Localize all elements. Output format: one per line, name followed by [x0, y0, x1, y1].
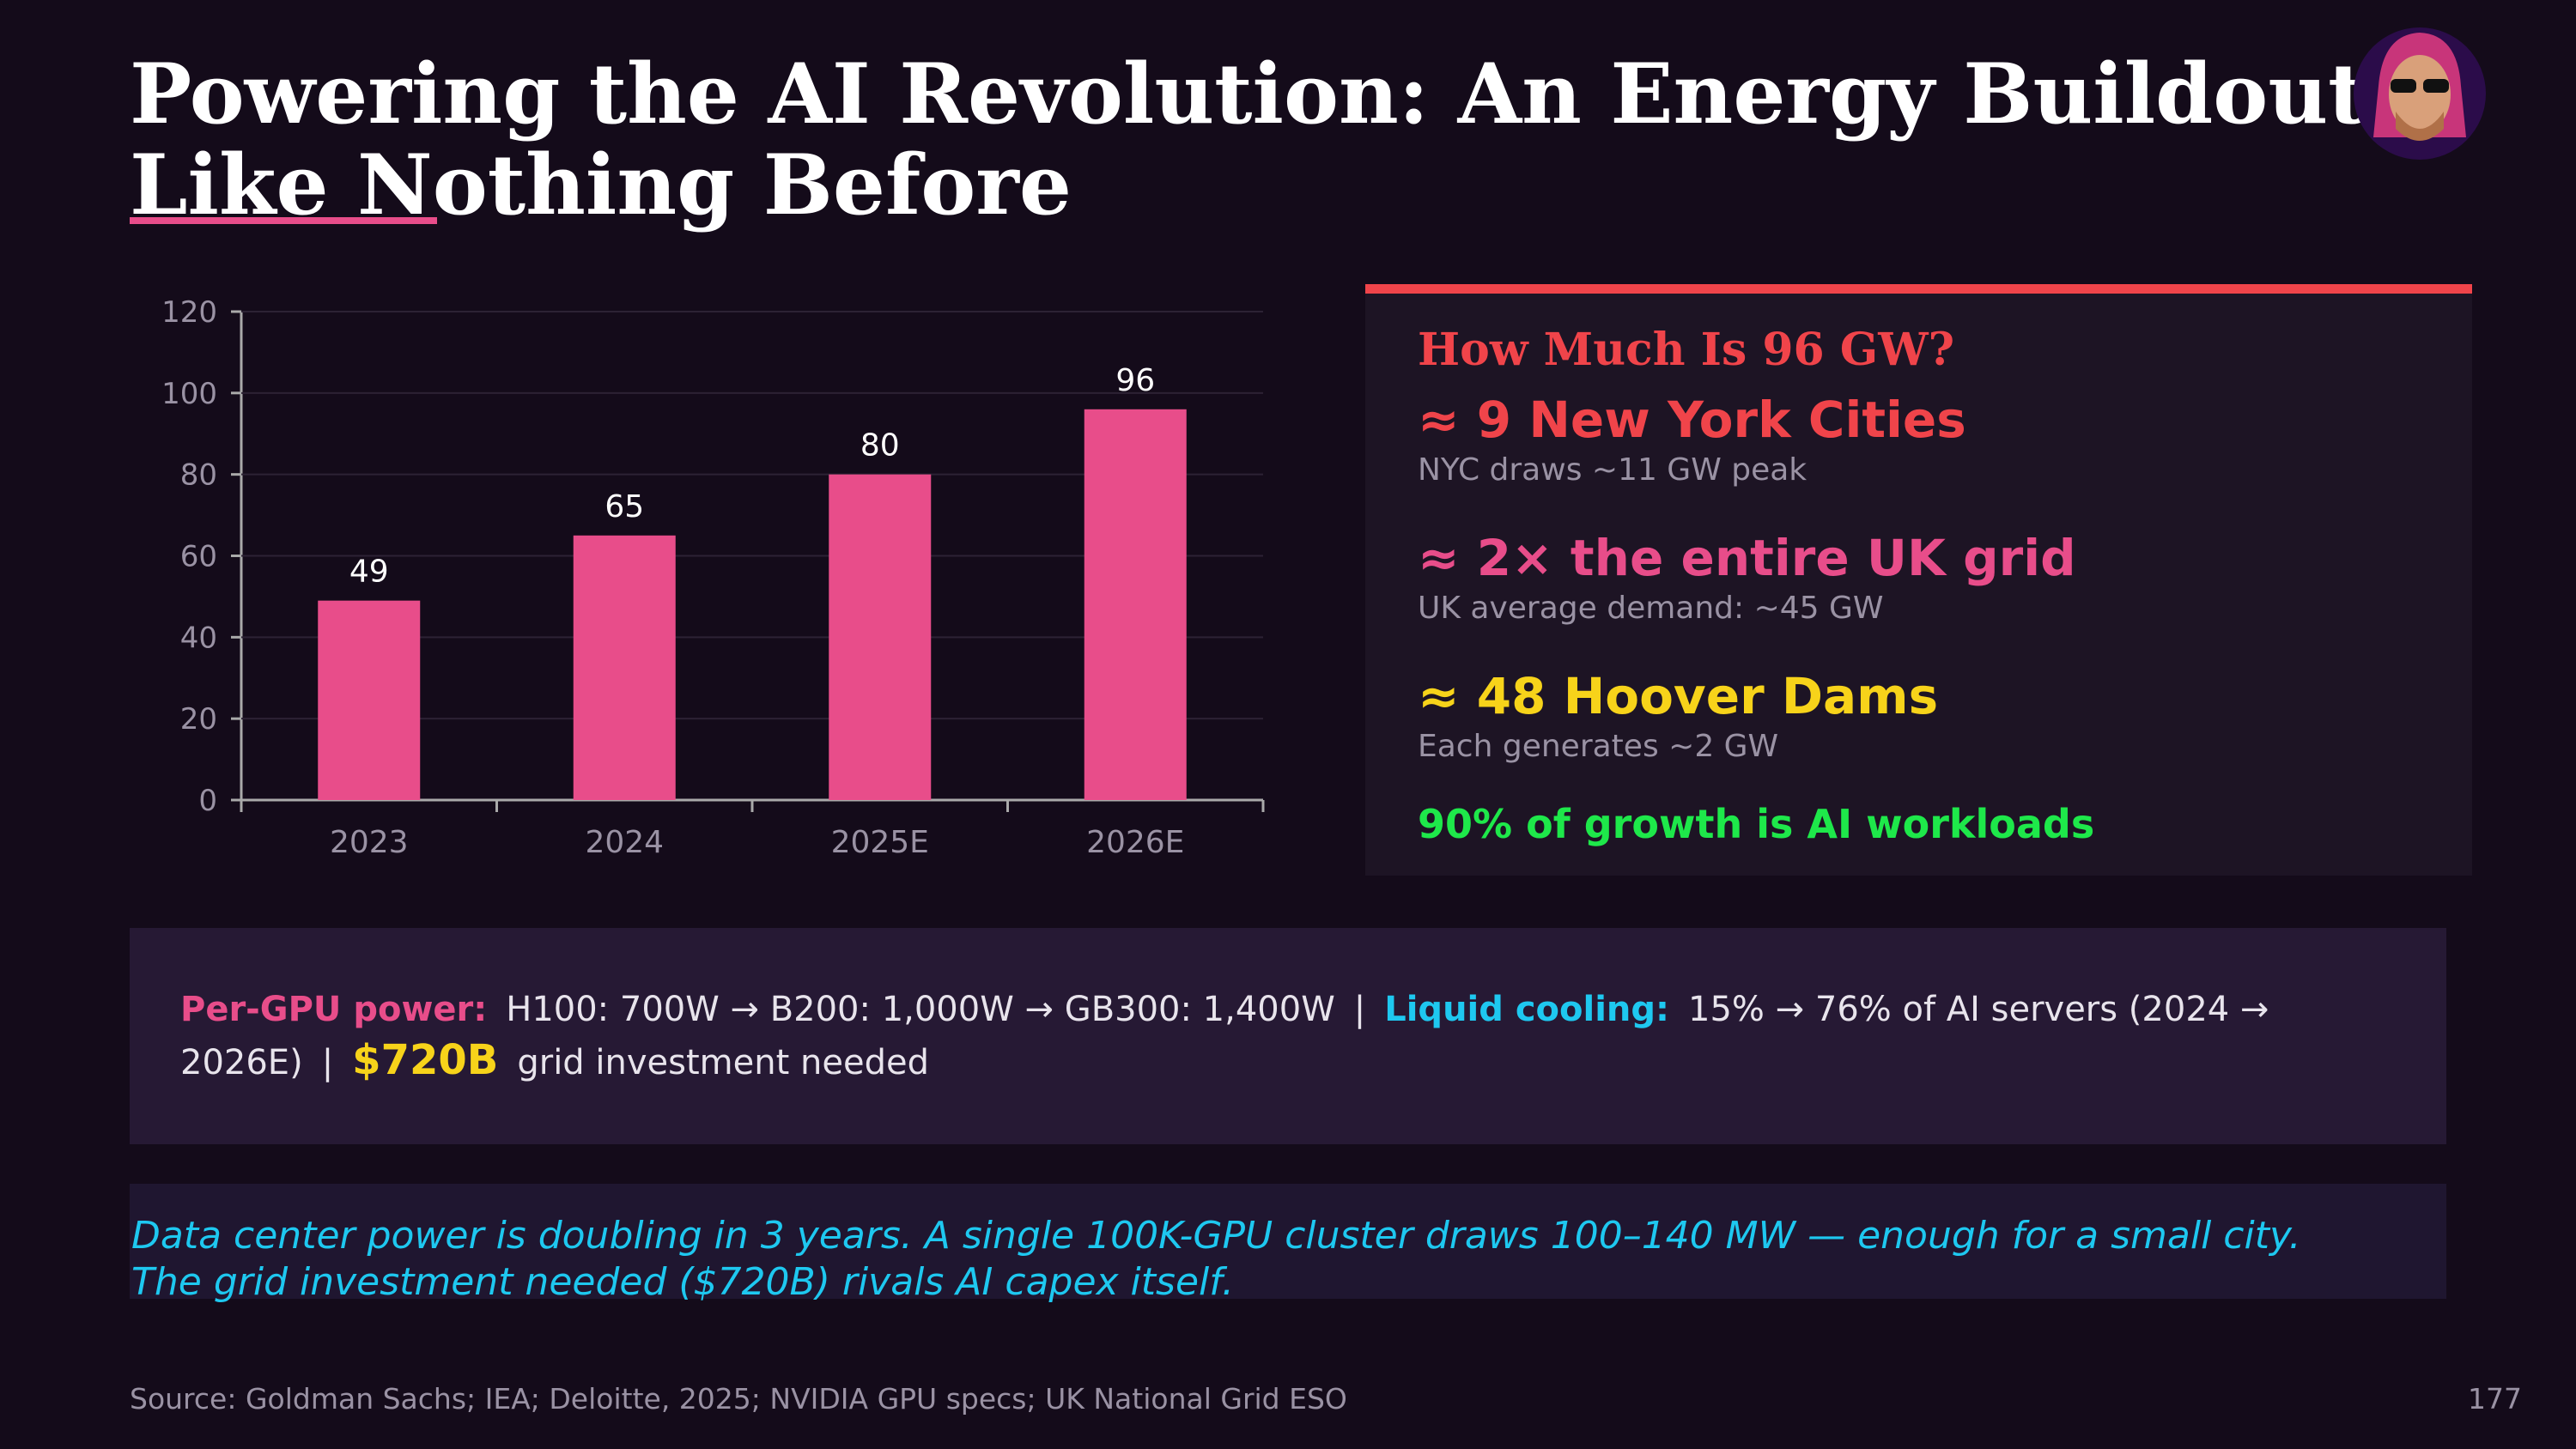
- y-tick-label: 0: [198, 784, 217, 818]
- bar: [318, 600, 421, 800]
- title-underline: [130, 217, 437, 224]
- quote-line: The grid investment needed ($720B) rival…: [131, 1260, 1234, 1304]
- info-highlight: $720B: [352, 1035, 499, 1084]
- info-text: 15% → 76% of AI servers (2024 → 2026E): [180, 989, 2269, 1082]
- y-tick-label: 120: [161, 295, 217, 330]
- x-tick-label: 2025E: [831, 825, 929, 860]
- panel-headline: ≈ 48 Hoover Dams: [1418, 667, 1938, 725]
- x-tick-label: 2024: [585, 825, 664, 860]
- x-tick-label: 2026E: [1086, 825, 1184, 860]
- panel-detail: UK average demand: ~45 GW: [1418, 591, 1884, 626]
- info-label: Liquid cooling:: [1384, 989, 1670, 1029]
- y-tick-label: 100: [161, 377, 217, 411]
- y-tick-label: 80: [180, 458, 217, 493]
- y-tick-label: 40: [180, 621, 217, 655]
- bar: [573, 535, 676, 800]
- info-text: grid investment needed: [517, 1042, 929, 1082]
- y-tick-label: 20: [180, 702, 217, 737]
- value-label: 49: [349, 555, 389, 590]
- value-label: 96: [1115, 363, 1155, 398]
- bar: [829, 474, 932, 800]
- y-tick-label: 60: [180, 540, 217, 574]
- panel: [1365, 284, 2472, 876]
- info-box: Per-GPU power: H100: 700W → B200: 1,000W …: [130, 928, 2446, 1144]
- value-label: 65: [605, 489, 644, 524]
- panel-footnote: 90% of growth is AI workloads: [1418, 801, 2094, 847]
- quote-box: [130, 1184, 2446, 1299]
- separator: |: [1353, 989, 1366, 1029]
- info-text: Per-GPU power: H100: 700W → B200: 1,000W …: [180, 985, 2383, 1088]
- panel-headline: ≈ 2× the entire UK grid: [1418, 529, 2076, 587]
- info-text: H100: 700W → B200: 1,000W → GB300: 1,400…: [506, 989, 1335, 1029]
- separator: |: [321, 1042, 334, 1082]
- title-line: Powering the AI Revolution: An Energy Bu…: [130, 45, 2366, 142]
- page-number: 177: [2468, 1382, 2522, 1416]
- panel-detail: NYC draws ~11 GW peak: [1418, 452, 1807, 488]
- value-label: 80: [860, 428, 900, 464]
- panel-headline: ≈ 9 New York Cities: [1418, 391, 1966, 449]
- panel-accent: [1365, 284, 2472, 294]
- bar: [1084, 409, 1187, 800]
- panel-title: How Much Is 96 GW?: [1418, 324, 1954, 376]
- panel-detail: Each generates ~2 GW: [1418, 729, 1778, 764]
- avatar: [2354, 27, 2486, 160]
- quote-line: Data center power is doubling in 3 years…: [131, 1214, 2301, 1258]
- info-label: Per-GPU power:: [180, 989, 488, 1029]
- source: Source: Goldman Sachs; IEA; Deloitte, 20…: [130, 1382, 1347, 1416]
- x-tick-label: 2023: [330, 825, 409, 860]
